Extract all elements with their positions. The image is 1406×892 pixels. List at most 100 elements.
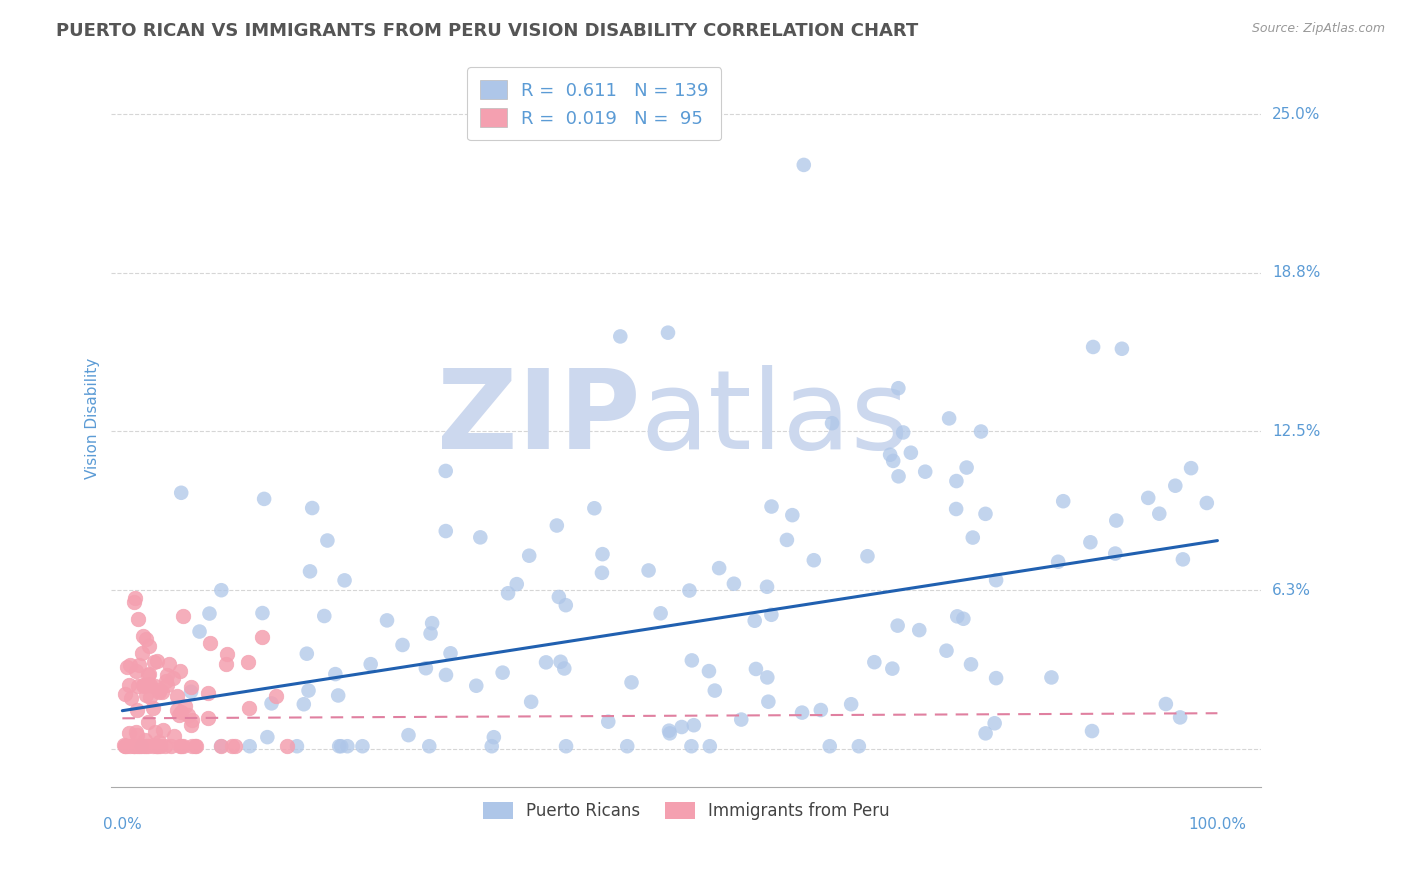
Point	[136, 739, 159, 754]
Point	[170, 485, 193, 500]
Point	[761, 500, 783, 514]
Text: 6.3%: 6.3%	[1272, 582, 1312, 598]
Point	[1080, 535, 1102, 549]
Point	[420, 616, 443, 631]
Point	[946, 609, 969, 624]
Point	[439, 646, 461, 660]
Point	[818, 739, 841, 754]
Point	[181, 739, 204, 754]
Point	[132, 739, 155, 754]
Point	[848, 739, 870, 754]
Point	[148, 682, 170, 697]
Point	[215, 657, 238, 671]
Point	[136, 715, 159, 730]
Point	[520, 695, 543, 709]
Point	[970, 425, 993, 439]
Point	[114, 739, 136, 754]
Point	[155, 674, 177, 689]
Point	[120, 690, 142, 705]
Point	[1195, 496, 1218, 510]
Text: 12.5%: 12.5%	[1272, 424, 1320, 439]
Point	[481, 739, 503, 754]
Point	[114, 739, 136, 754]
Text: 18.8%: 18.8%	[1272, 265, 1320, 280]
Point	[128, 739, 150, 754]
Point	[266, 689, 288, 703]
Point	[156, 678, 179, 692]
Point	[120, 739, 142, 754]
Point	[250, 630, 273, 644]
Point	[960, 657, 983, 672]
Point	[256, 730, 278, 744]
Point	[887, 469, 910, 483]
Point	[465, 679, 488, 693]
Point	[197, 711, 219, 725]
Point	[127, 679, 149, 693]
Point	[236, 655, 259, 669]
Point	[132, 629, 155, 643]
Point	[756, 695, 779, 709]
Point	[697, 664, 720, 678]
Point	[1137, 491, 1160, 505]
Point	[253, 491, 276, 506]
Point	[145, 739, 167, 754]
Point	[316, 533, 339, 548]
Point	[1105, 514, 1128, 528]
Point	[534, 656, 557, 670]
Point	[239, 739, 262, 754]
Point	[945, 502, 967, 516]
Point	[482, 730, 505, 744]
Point	[598, 714, 620, 729]
Point	[891, 425, 914, 440]
Point	[177, 708, 200, 723]
Point	[553, 661, 575, 675]
Point	[124, 591, 146, 605]
Point	[1180, 461, 1202, 475]
Point	[952, 612, 974, 626]
Point	[707, 561, 730, 575]
Point	[169, 665, 191, 679]
Point	[776, 533, 799, 547]
Point	[434, 464, 457, 478]
Point	[782, 508, 804, 523]
Point	[148, 739, 170, 754]
Point	[555, 739, 578, 754]
Point	[882, 454, 904, 468]
Legend: Puerto Ricans, Immigrants from Peru: Puerto Ricans, Immigrants from Peru	[477, 795, 897, 826]
Point	[238, 700, 260, 714]
Point	[122, 739, 145, 754]
Point	[803, 553, 825, 567]
Point	[131, 739, 153, 754]
Point	[174, 698, 197, 713]
Point	[122, 739, 145, 754]
Point	[336, 739, 359, 754]
Point	[252, 606, 274, 620]
Point	[756, 670, 779, 684]
Point	[285, 739, 308, 754]
Point	[118, 726, 141, 740]
Point	[955, 460, 977, 475]
Point	[681, 739, 703, 754]
Point	[209, 739, 232, 754]
Point	[142, 701, 165, 715]
Point	[546, 518, 568, 533]
Point	[145, 654, 167, 668]
Point	[292, 698, 315, 712]
Point	[301, 501, 323, 516]
Point	[198, 607, 221, 621]
Point	[295, 647, 318, 661]
Point	[209, 583, 232, 598]
Point	[887, 381, 910, 395]
Point	[136, 668, 159, 682]
Point	[699, 739, 721, 754]
Point	[125, 728, 148, 742]
Point	[678, 583, 700, 598]
Point	[730, 713, 752, 727]
Point	[1052, 494, 1074, 508]
Point	[470, 530, 492, 544]
Point	[1081, 340, 1104, 354]
Point	[962, 531, 984, 545]
Point	[1164, 479, 1187, 493]
Point	[143, 679, 166, 693]
Point	[984, 573, 1007, 587]
